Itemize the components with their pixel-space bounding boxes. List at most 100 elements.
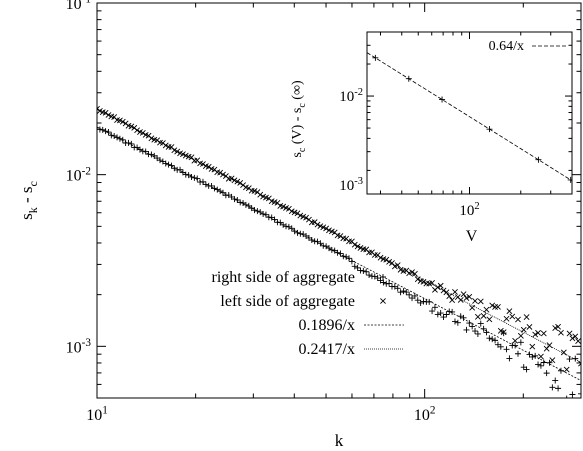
data-point-left-side xyxy=(446,293,453,300)
legend-label-1: right side of aggregate xyxy=(212,269,356,286)
legend: right side of aggregate left side of aggr… xyxy=(212,269,404,358)
inset-plot: 102 10-3 10-2 Vsc (V) - sc (∞) 0.64/x xyxy=(290,31,573,245)
data-point-right-side xyxy=(99,126,106,133)
data-point-right-side xyxy=(177,166,184,173)
data-point-left-side xyxy=(486,316,493,323)
data-point-left-side xyxy=(105,112,112,118)
data-point-left-side xyxy=(409,269,415,276)
data-point-right-side xyxy=(220,189,227,196)
data-point-right-side xyxy=(148,151,155,158)
data-point-left-side xyxy=(443,289,450,296)
data-point-left-side xyxy=(517,332,524,339)
data-point-right-side xyxy=(165,161,172,168)
data-point-right-side xyxy=(437,310,444,317)
data-point-left-side xyxy=(303,214,309,221)
data-point-left-side xyxy=(314,221,321,228)
data-point-left-side xyxy=(515,316,521,323)
data-point-right-side xyxy=(477,320,484,327)
data-point-left-side xyxy=(460,291,467,298)
inset-data-area xyxy=(367,52,572,183)
data-point-left-side xyxy=(205,163,212,170)
data-point-right-side xyxy=(546,359,553,366)
data-point-left-side xyxy=(171,147,178,154)
data-point-left-side xyxy=(512,337,519,344)
inset-legend-label: 0.64/x xyxy=(489,39,524,54)
data-point-left-side xyxy=(179,151,186,158)
data-point-right-side xyxy=(566,395,568,398)
inset-x-tick-label: 102 xyxy=(459,201,479,219)
data-point-right-side xyxy=(466,320,473,327)
x-tick-label: 102 xyxy=(414,405,436,424)
data-point-right-side xyxy=(469,323,476,330)
data-point-left-side xyxy=(463,295,470,301)
y-tick-label: 10-3 xyxy=(66,337,92,356)
legend-label-3: 0.1896/x xyxy=(299,317,355,334)
data-point-left-side xyxy=(228,175,235,182)
data-point-right-side xyxy=(474,330,481,337)
data-point-right-side xyxy=(517,339,524,346)
data-point-left-side xyxy=(371,252,378,258)
data-point-right-side xyxy=(406,291,413,298)
data-point-right-side xyxy=(417,299,424,306)
data-point-right-side xyxy=(114,134,121,141)
data-point-right-side xyxy=(314,238,321,245)
data-point-right-side xyxy=(202,181,209,188)
data-point-left-side xyxy=(394,262,401,269)
data-point-right-side xyxy=(483,329,490,336)
data-point-right-side xyxy=(191,174,198,181)
data-point-right-side xyxy=(194,175,201,182)
data-point-right-side xyxy=(391,283,398,290)
data-point-right-side xyxy=(199,178,206,185)
inset-y-axis-label: sc (V) - sc (∞) xyxy=(290,80,308,158)
inset-data-point xyxy=(439,96,446,103)
data-point-right-side xyxy=(317,240,324,247)
data-point-right-side xyxy=(102,128,109,135)
data-point-right-side xyxy=(111,132,118,139)
data-point-right-side xyxy=(566,356,573,363)
data-point-left-side xyxy=(383,256,390,263)
legend-label-4: 0.2417/x xyxy=(299,341,355,358)
data-point-left-side xyxy=(119,118,126,125)
data-point-right-side xyxy=(523,366,530,373)
data-point-left-side xyxy=(102,109,109,116)
data-point-right-side xyxy=(168,162,175,169)
data-point-left-side xyxy=(220,171,226,178)
data-point-left-side xyxy=(128,123,135,130)
data-point-left-side xyxy=(234,178,241,185)
data-point-right-side xyxy=(346,255,353,262)
data-point-right-side xyxy=(569,391,576,398)
data-point-right-side xyxy=(489,336,496,343)
data-point-left-side xyxy=(97,105,100,112)
data-point-right-side xyxy=(537,362,544,369)
data-point-right-side xyxy=(337,250,344,257)
x-tick-label: 101 xyxy=(86,405,108,424)
data-point-left-side xyxy=(97,108,103,114)
data-point-right-side xyxy=(308,237,315,244)
data-point-left-side xyxy=(323,225,330,232)
data-point-right-side xyxy=(285,223,292,230)
data-point-right-side xyxy=(380,279,387,286)
data-point-right-side xyxy=(514,350,521,357)
inset-y-tick-label: 10-2 xyxy=(339,87,363,105)
data-point-right-side xyxy=(480,325,487,332)
data-point-right-side xyxy=(386,280,393,287)
data-point-right-side xyxy=(354,264,361,271)
data-point-right-side xyxy=(182,171,189,178)
data-point-right-side xyxy=(280,221,287,228)
data-point-left-side xyxy=(563,366,570,373)
data-point-right-side xyxy=(486,335,493,342)
data-point-left-side xyxy=(474,313,481,320)
data-point-right-side xyxy=(497,343,504,350)
data-point-right-side xyxy=(403,289,410,296)
data-point-left-side xyxy=(532,331,539,338)
data-area xyxy=(97,105,581,398)
data-point-right-side xyxy=(262,211,269,218)
data-point-right-side xyxy=(340,253,347,260)
data-point-left-side xyxy=(280,203,287,210)
data-point-left-side xyxy=(572,333,579,340)
data-point-left-side xyxy=(495,303,501,310)
data-point-right-side xyxy=(572,355,579,362)
data-point-right-side xyxy=(142,148,149,155)
data-point-right-side xyxy=(492,337,499,344)
data-point-right-side xyxy=(125,139,132,146)
